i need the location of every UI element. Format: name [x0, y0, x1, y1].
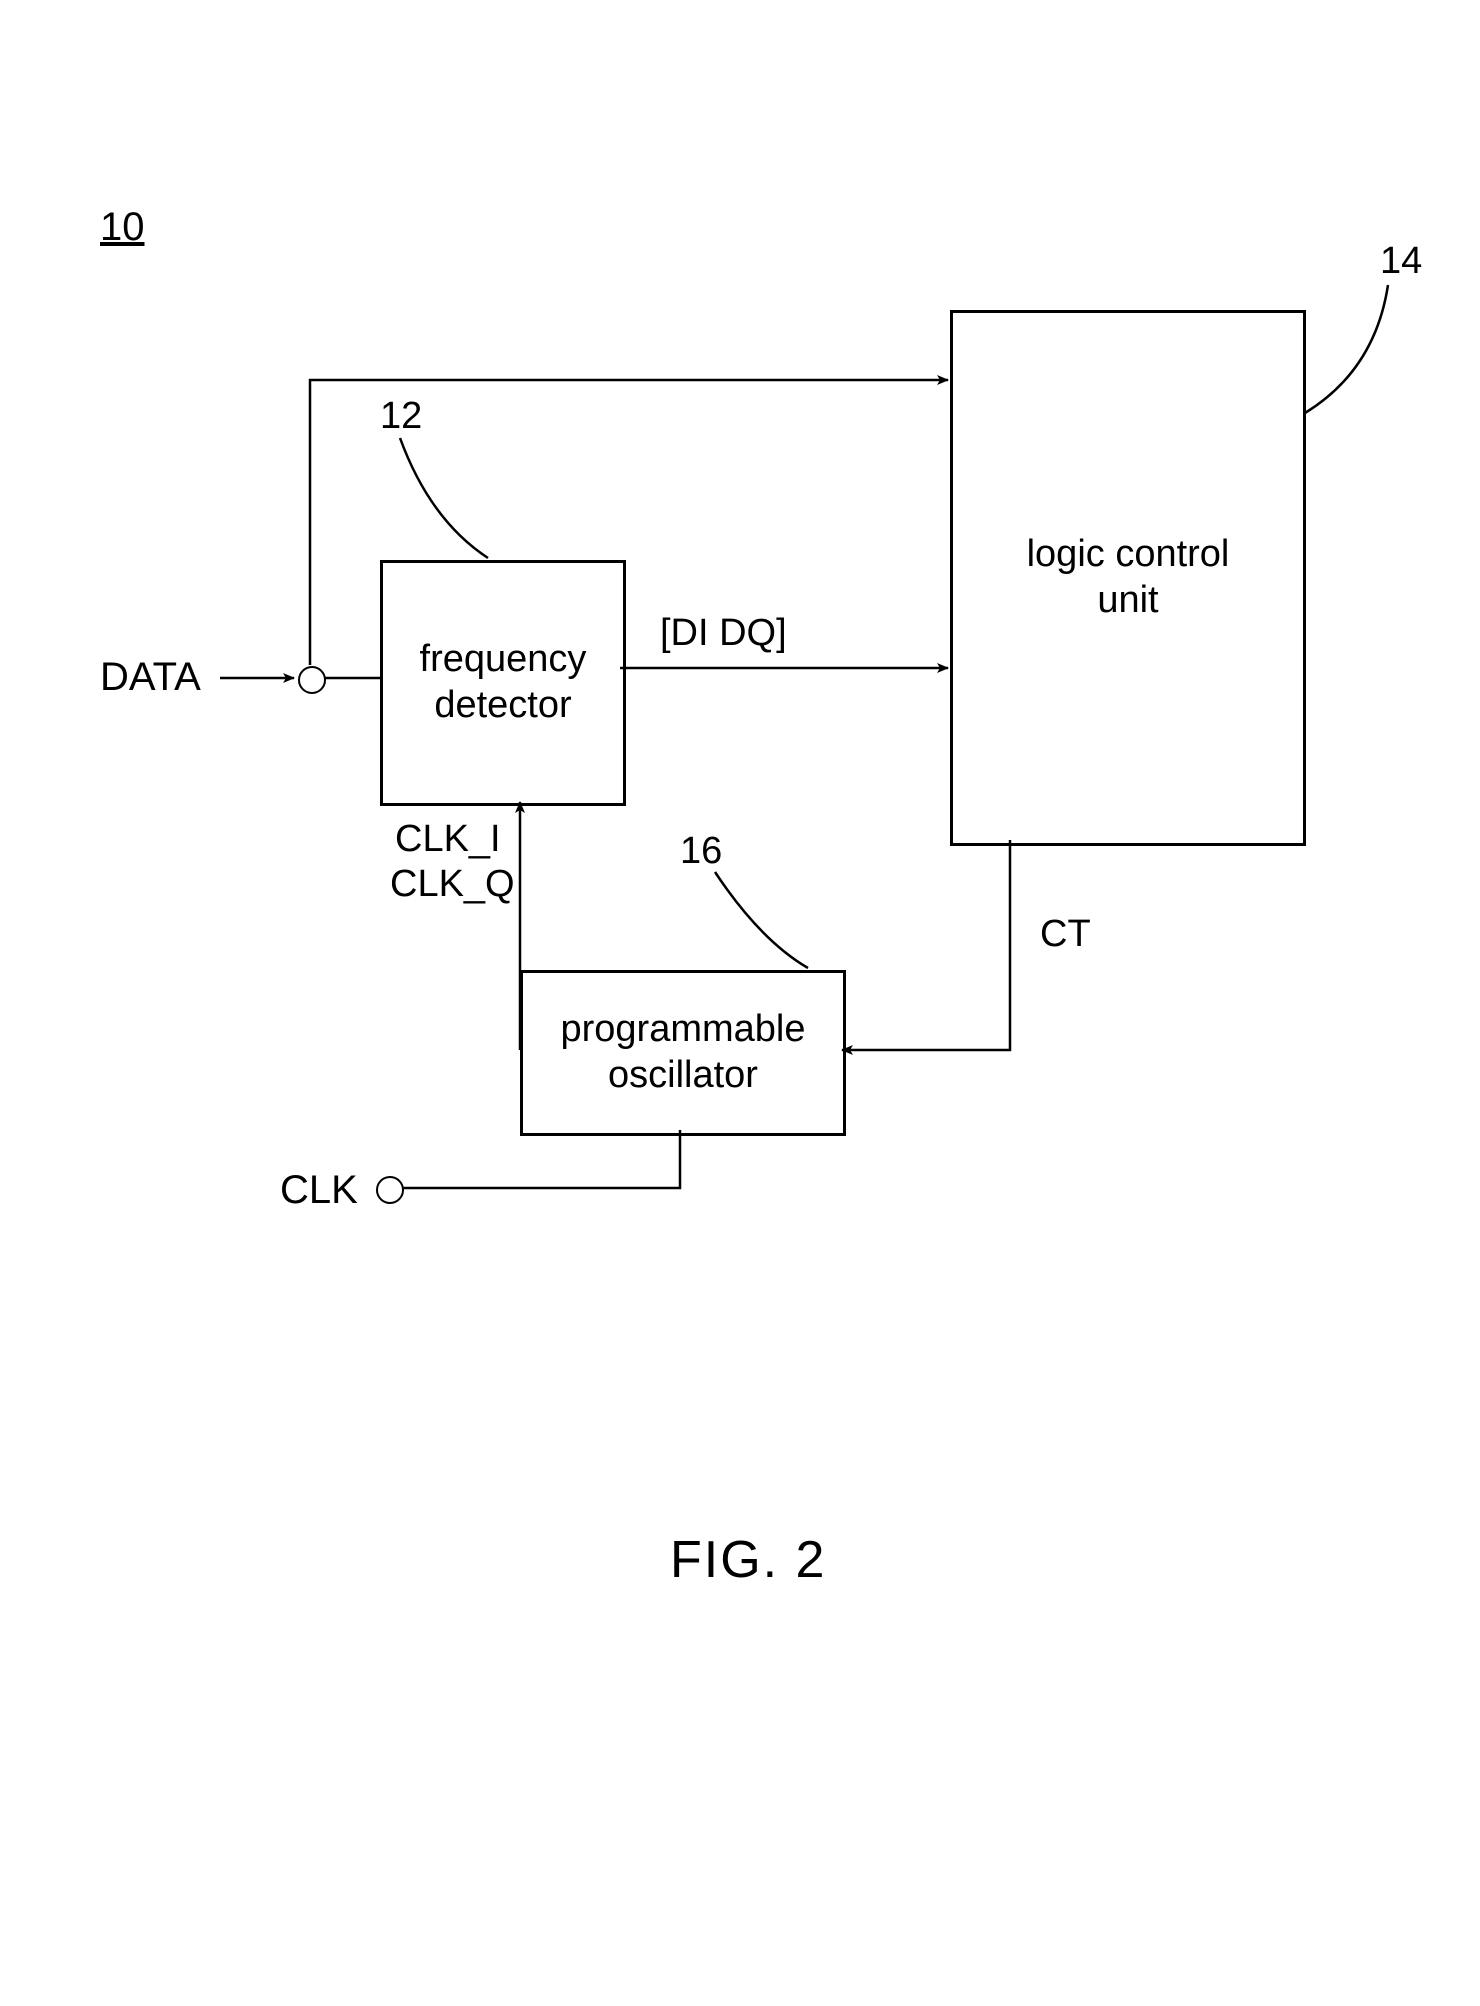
system-ref-label: 10	[100, 205, 145, 250]
ct-label: CT	[1040, 913, 1091, 956]
programmable-oscillator-block: programmableoscillator	[520, 970, 846, 1136]
figure-label: FIG. 2	[670, 1530, 826, 1590]
data-input-node	[298, 666, 326, 694]
data-label: DATA	[100, 655, 201, 700]
clk-i-label: CLK_I	[395, 818, 501, 861]
figure-canvas: 10 frequencydetector logic controlunit p…	[0, 0, 1480, 2006]
frequency-detector-block: frequencydetector	[380, 560, 626, 806]
di-dq-label: [DI DQ]	[660, 612, 787, 655]
logic-control-block: logic controlunit	[950, 310, 1306, 846]
clk-output-node	[376, 1176, 404, 1204]
ref-12: 12	[380, 395, 422, 438]
ref-16: 16	[680, 830, 722, 873]
ref-14: 14	[1380, 240, 1422, 283]
clk-q-label: CLK_Q	[390, 863, 515, 906]
clk-out-label: CLK	[280, 1168, 358, 1213]
